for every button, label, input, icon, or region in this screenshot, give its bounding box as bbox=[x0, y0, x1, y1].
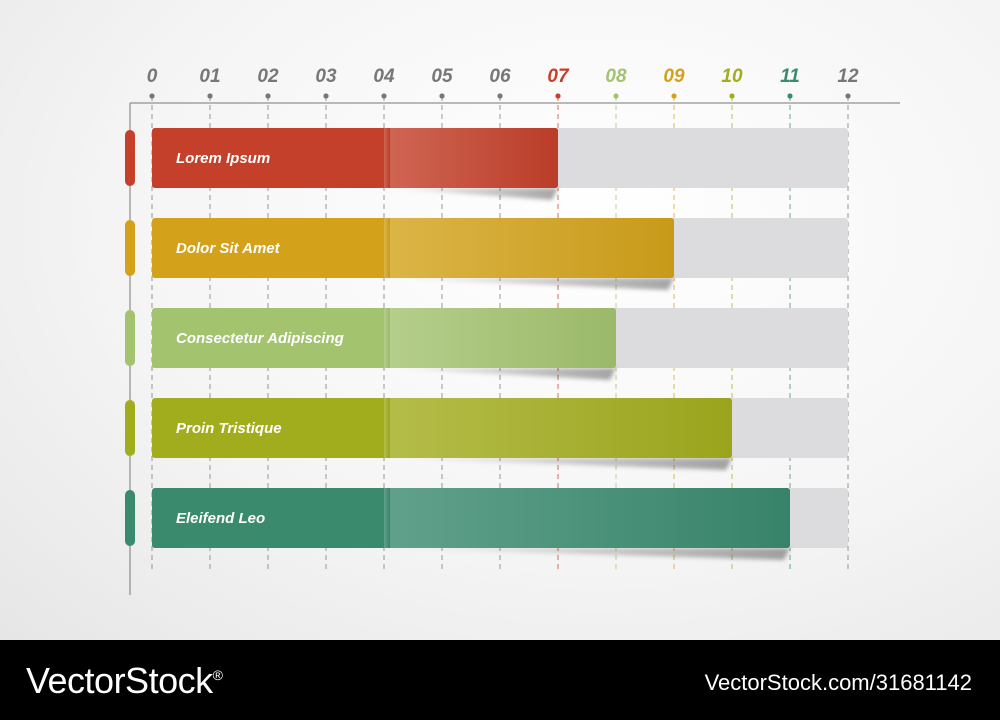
bar-highlight-edge bbox=[384, 218, 390, 278]
tick-dot bbox=[787, 93, 793, 99]
watermark-id: VectorStock.com/31681142 bbox=[704, 670, 972, 695]
tick-dot bbox=[149, 93, 155, 99]
bar-highlight-edge bbox=[384, 308, 390, 368]
bar-label: Eleifend Leo bbox=[176, 510, 265, 527]
row-marker bbox=[125, 490, 135, 546]
bar-highlight-edge bbox=[384, 128, 390, 188]
tick-label: 06 bbox=[489, 66, 511, 87]
tick-dot bbox=[845, 93, 851, 99]
tick-dot bbox=[497, 93, 503, 99]
bar-highlight bbox=[384, 218, 674, 278]
tick-label: 10 bbox=[721, 66, 743, 87]
tick-label: 03 bbox=[315, 66, 337, 87]
bar-shadow bbox=[384, 458, 732, 470]
watermark-brand: VectorStock® bbox=[26, 660, 223, 702]
tick-label: 08 bbox=[605, 66, 627, 87]
bar-highlight bbox=[384, 488, 790, 548]
bar-label: Lorem Ipsum bbox=[176, 150, 270, 167]
tick-label: 07 bbox=[547, 66, 570, 87]
tick-dot bbox=[613, 93, 619, 99]
tick-label: 12 bbox=[837, 66, 859, 87]
tick-label: 04 bbox=[373, 66, 395, 87]
watermark-brand-name: VectorStock bbox=[26, 660, 213, 701]
bar-shadow bbox=[384, 368, 616, 380]
bar-shadow bbox=[384, 548, 790, 560]
bar-highlight bbox=[384, 128, 558, 188]
tick-label: 01 bbox=[199, 66, 220, 87]
tick-dot bbox=[207, 93, 213, 99]
tick-label: 02 bbox=[257, 66, 279, 87]
bar-shadow bbox=[384, 188, 558, 200]
tick-label: 0 bbox=[147, 66, 158, 87]
tick-dot bbox=[729, 93, 735, 99]
tick-dot bbox=[555, 93, 561, 99]
bar-label: Proin Tristique bbox=[176, 420, 282, 437]
row-marker bbox=[125, 310, 135, 366]
chart-canvas: 0 01 02 03 04 05 06 07 08 09 10 11 12 Lorem Ipsum Dolo… bbox=[0, 0, 1000, 640]
tick-dot bbox=[323, 93, 329, 99]
tick-dot bbox=[381, 93, 387, 99]
tick-dot bbox=[265, 93, 271, 99]
tick-label: 11 bbox=[780, 66, 800, 87]
tick-label: 05 bbox=[431, 66, 453, 87]
bar-label: Dolor Sit Amet bbox=[176, 240, 281, 257]
tick-label: 09 bbox=[663, 66, 685, 87]
row-marker bbox=[125, 400, 135, 456]
bar-highlight-edge bbox=[384, 398, 390, 458]
watermark-footer: VectorStock® VectorStock.com/31681142 bbox=[0, 640, 1000, 720]
bar-highlight-edge bbox=[384, 488, 390, 548]
watermark-registered: ® bbox=[212, 667, 223, 683]
bar-chart: 0 01 02 03 04 05 06 07 08 09 10 11 12 Lorem Ipsum Dolo… bbox=[125, 66, 900, 595]
bar-highlight bbox=[384, 308, 616, 368]
tick-dot bbox=[439, 93, 445, 99]
tick-dot bbox=[671, 93, 677, 99]
row-marker bbox=[125, 130, 135, 186]
bar-highlight bbox=[384, 398, 732, 458]
bar-label: Consectetur Adipiscing bbox=[176, 330, 344, 347]
row-marker bbox=[125, 220, 135, 276]
bar-shadow bbox=[384, 278, 674, 290]
